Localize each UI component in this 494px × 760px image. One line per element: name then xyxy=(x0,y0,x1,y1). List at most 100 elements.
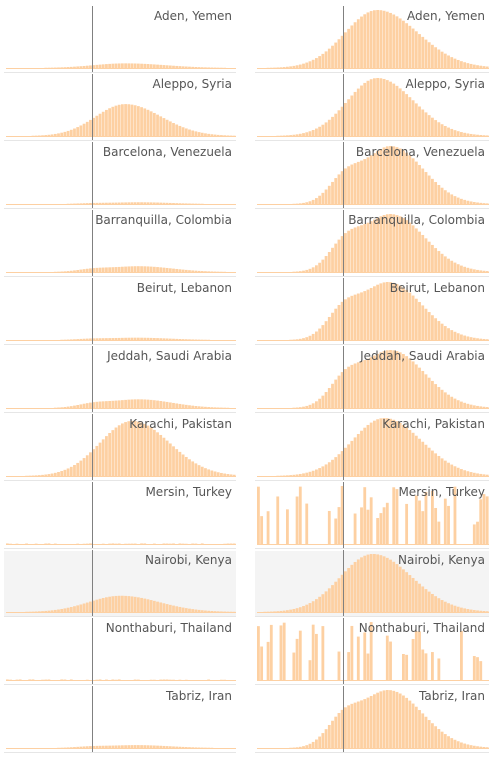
bar xyxy=(472,64,476,68)
bar xyxy=(373,420,376,476)
bar xyxy=(353,163,357,204)
bar xyxy=(385,557,389,612)
bar xyxy=(89,402,92,408)
bar xyxy=(162,603,166,612)
bar xyxy=(476,134,479,136)
bar xyxy=(424,491,428,544)
bar xyxy=(210,407,214,408)
bar xyxy=(308,335,312,340)
bar xyxy=(476,610,479,612)
bar xyxy=(79,125,83,136)
bar xyxy=(191,130,195,136)
bar xyxy=(463,199,467,204)
bar xyxy=(172,338,175,340)
bar xyxy=(98,598,102,612)
bar xyxy=(60,471,64,476)
bar xyxy=(175,403,179,408)
bar xyxy=(311,130,315,136)
bar xyxy=(165,401,169,408)
bar xyxy=(424,39,428,68)
bar xyxy=(324,591,328,612)
bar xyxy=(178,66,182,68)
bar xyxy=(447,603,450,612)
bar xyxy=(149,600,153,612)
bar xyxy=(111,338,115,340)
bar xyxy=(60,67,64,68)
bar xyxy=(156,114,159,136)
bar xyxy=(117,337,121,340)
bar xyxy=(431,490,434,544)
bar xyxy=(360,85,363,136)
bar xyxy=(140,266,143,272)
bar xyxy=(466,133,470,136)
bar xyxy=(392,350,396,408)
bar xyxy=(411,703,415,748)
bar xyxy=(130,337,134,340)
bar xyxy=(85,268,89,272)
bar xyxy=(114,427,118,476)
bar xyxy=(149,111,153,136)
bar xyxy=(327,252,331,272)
bar xyxy=(450,260,454,272)
bar xyxy=(376,151,380,204)
bar xyxy=(447,192,450,204)
bar xyxy=(162,65,166,68)
bar xyxy=(337,375,341,408)
bar xyxy=(356,636,360,680)
bar xyxy=(421,36,425,68)
bar xyxy=(295,747,299,748)
bar xyxy=(360,430,363,476)
bar xyxy=(327,510,331,544)
series-label: Jeddah, Saudi Arabia xyxy=(359,349,485,363)
bar xyxy=(286,135,289,136)
bar xyxy=(440,51,444,68)
bar xyxy=(431,44,434,68)
bar xyxy=(485,135,489,136)
bar xyxy=(156,202,159,204)
bar xyxy=(18,679,22,680)
bar xyxy=(101,64,105,68)
bar xyxy=(344,447,347,476)
bar xyxy=(191,270,195,272)
bar xyxy=(411,295,415,340)
bar xyxy=(315,401,318,408)
bar xyxy=(302,338,305,340)
bar xyxy=(337,110,341,136)
bar xyxy=(92,202,96,204)
bar xyxy=(347,28,351,68)
bar xyxy=(308,201,312,204)
bar xyxy=(424,653,428,680)
bar xyxy=(89,338,92,340)
bar xyxy=(311,403,315,408)
bar xyxy=(279,610,283,612)
bar xyxy=(69,129,73,136)
bar xyxy=(414,228,418,272)
bar xyxy=(220,611,223,612)
bar xyxy=(92,449,96,476)
bar xyxy=(66,468,70,476)
bar xyxy=(6,543,9,544)
bar xyxy=(334,113,338,136)
bar xyxy=(172,746,175,748)
bar xyxy=(443,392,447,408)
bar xyxy=(295,638,299,680)
bar xyxy=(385,80,389,136)
bar xyxy=(463,402,467,408)
bar xyxy=(178,451,182,476)
bar xyxy=(405,23,409,68)
bar xyxy=(334,308,338,340)
bar xyxy=(337,651,341,680)
bar xyxy=(130,745,134,748)
bar xyxy=(327,588,331,612)
bar xyxy=(418,710,421,748)
bar xyxy=(188,270,191,272)
bar xyxy=(143,266,147,272)
bar xyxy=(347,444,351,476)
bar xyxy=(460,334,463,340)
bar xyxy=(143,543,147,544)
bar xyxy=(427,115,431,136)
bar xyxy=(194,270,198,272)
bar xyxy=(213,471,217,476)
bar xyxy=(143,202,147,204)
row-8: Nairobi, Kenya Nairobi, Kenya xyxy=(4,550,489,617)
